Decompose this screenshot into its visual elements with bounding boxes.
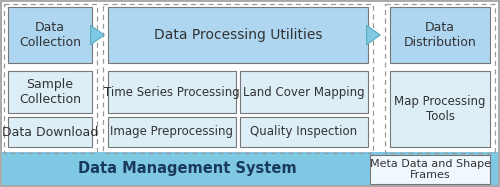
Text: Data Download: Data Download	[2, 125, 98, 139]
Bar	[240, 117, 368, 147]
Bar	[370, 155, 490, 184]
Bar	[8, 117, 92, 147]
Bar	[240, 71, 368, 113]
Bar	[108, 71, 236, 113]
Text: Data Management System: Data Management System	[78, 161, 297, 176]
Bar	[390, 71, 490, 147]
Bar	[8, 7, 92, 63]
Text: Meta Data and Shape
Frames: Meta Data and Shape Frames	[370, 159, 490, 180]
Text: Image Preprocessing: Image Preprocessing	[110, 125, 234, 139]
Bar	[2, 152, 498, 185]
Bar	[103, 4, 373, 153]
Text: Time Series Processing: Time Series Processing	[104, 85, 240, 99]
Bar	[385, 4, 495, 153]
Bar	[108, 7, 368, 63]
Bar	[4, 4, 97, 153]
Text: Map Processing
Tools: Map Processing Tools	[394, 95, 486, 123]
Bar	[108, 117, 236, 147]
Text: Data
Collection: Data Collection	[19, 21, 81, 49]
Text: Data
Distribution: Data Distribution	[404, 21, 476, 49]
Text: Sample
Collection: Sample Collection	[19, 78, 81, 106]
Bar	[390, 7, 490, 63]
Text: Land Cover Mapping: Land Cover Mapping	[243, 85, 365, 99]
Text: Quality Inspection: Quality Inspection	[250, 125, 358, 139]
Bar	[8, 71, 92, 113]
Text: Data Processing Utilities: Data Processing Utilities	[154, 28, 322, 42]
